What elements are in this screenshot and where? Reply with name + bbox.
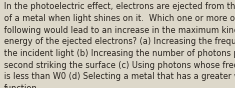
Text: In the photoelectric effect, electrons are ejected from the surface
of a metal w: In the photoelectric effect, electrons a… xyxy=(4,2,235,88)
